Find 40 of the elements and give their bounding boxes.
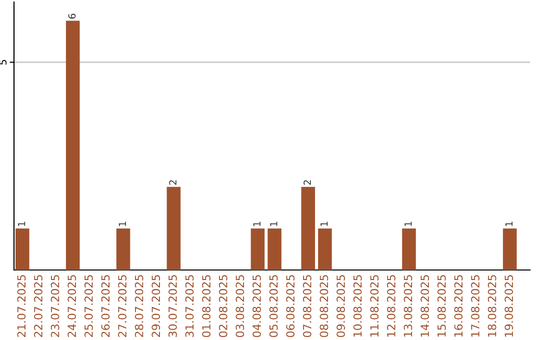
x-tick-label: 08.08.2025 — [320, 275, 328, 338]
data-label: 1 — [118, 222, 126, 226]
x-tick-label: 10.08.2025 — [353, 275, 362, 337]
x-tick-label: 06.08.2025 — [286, 275, 295, 338]
x-tick-label: 12.08.2025 — [386, 275, 396, 337]
x-tick-label: 17.08.2025 — [471, 275, 480, 337]
x-tick-label: 21.07.2025 — [17, 275, 26, 337]
x-tick-label: 04.08.2025 — [252, 275, 261, 338]
x-tick-label: 19.08.2025 — [504, 275, 514, 337]
x-tick-label: 05.08.2025 — [269, 275, 278, 338]
x-tick-label: 29.07.2025 — [152, 275, 160, 337]
x-tick-label: 02.08.2025 — [218, 275, 228, 338]
data-label: 1 — [18, 222, 26, 226]
x-tick-label: 07.08.2025 — [302, 275, 312, 338]
x-tick-label: 03.08.2025 — [236, 275, 244, 338]
x-tick-label: 01.08.2025 — [202, 275, 211, 338]
x-tick-label: 22.07.2025 — [34, 275, 42, 337]
data-label: 2 — [169, 180, 176, 185]
x-tick-label: 09.08.2025 — [336, 275, 345, 338]
data-label: 1 — [320, 222, 328, 226]
x-tick-label: 16.08.2025 — [454, 275, 463, 337]
x-tick-label: 14.08.2025 — [420, 275, 430, 337]
x-tick-label: 27.07.2025 — [118, 275, 126, 337]
x-tick-label: 23.07.2025 — [50, 275, 60, 337]
data-label: 2 — [304, 180, 311, 185]
data-label: 1 — [505, 222, 513, 226]
x-tick-label: 18.08.2025 — [488, 275, 496, 337]
data-label: 1 — [253, 222, 260, 226]
data-label: 6 — [68, 14, 76, 19]
x-tick-label: 11.08.2025 — [370, 275, 379, 337]
data-label: 1 — [404, 222, 412, 226]
x-tick-label: 24.07.2025 — [68, 275, 76, 337]
x-tick-label: 25.07.2025 — [84, 275, 93, 337]
x-tick-label: 15.08.2025 — [437, 275, 446, 337]
x-tick-label: 26.07.2025 — [101, 275, 110, 337]
x-tick-label: 13.08.2025 — [404, 275, 412, 337]
data-label: 1 — [270, 222, 278, 226]
x-tick-label: 30.07.2025 — [168, 275, 177, 337]
x-tick-label: 28.07.2025 — [134, 275, 144, 337]
x-tick-label: 31.07.2025 — [185, 275, 194, 337]
